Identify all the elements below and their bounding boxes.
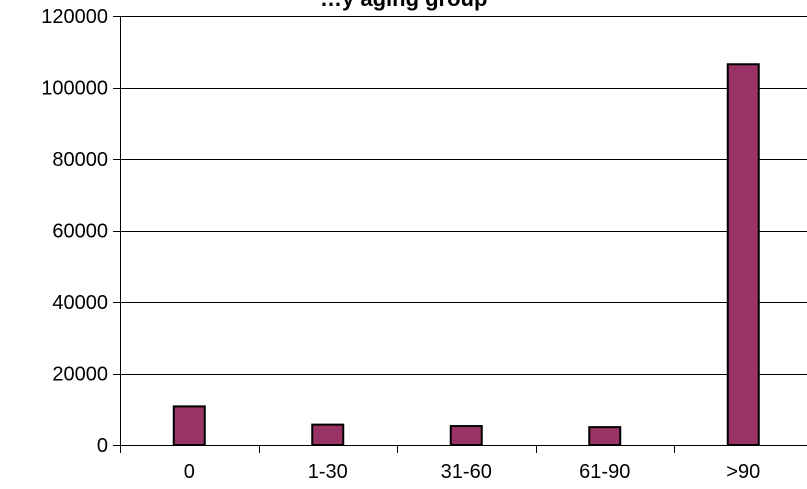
gridlines — [120, 16, 807, 375]
y-tick-label: 40000 — [52, 292, 108, 314]
y-tick-label: 80000 — [52, 149, 108, 171]
y-tick-label: 100000 — [41, 78, 108, 100]
bar-0 — [172, 405, 206, 447]
y-tick-label: 0 — [97, 435, 108, 457]
y-tick-label: 60000 — [52, 221, 108, 243]
axes — [120, 16, 807, 446]
x-axis-ticks: 0 1-30 31-60 61-90 >90 — [120, 445, 760, 483]
x-tick-label: >90 — [726, 461, 760, 483]
bar-61-90 — [588, 426, 622, 446]
y-tick-label: 120000 — [41, 6, 108, 28]
x-tick-label: 0 — [184, 461, 195, 483]
y-tick-label: 20000 — [52, 364, 108, 386]
chart-title: …y aging group — [320, 0, 487, 11]
y-axis-ticks: 0 20000 40000 60000 80000 100000 120000 — [41, 6, 120, 457]
x-tick-label: 1-30 — [308, 461, 348, 483]
x-tick-label: 31-60 — [441, 461, 492, 483]
bar-31-60 — [449, 425, 483, 446]
bar-1-30 — [311, 423, 345, 446]
bar->90 — [726, 63, 760, 446]
x-tick-label: 61-90 — [579, 461, 630, 483]
bars — [172, 63, 760, 447]
